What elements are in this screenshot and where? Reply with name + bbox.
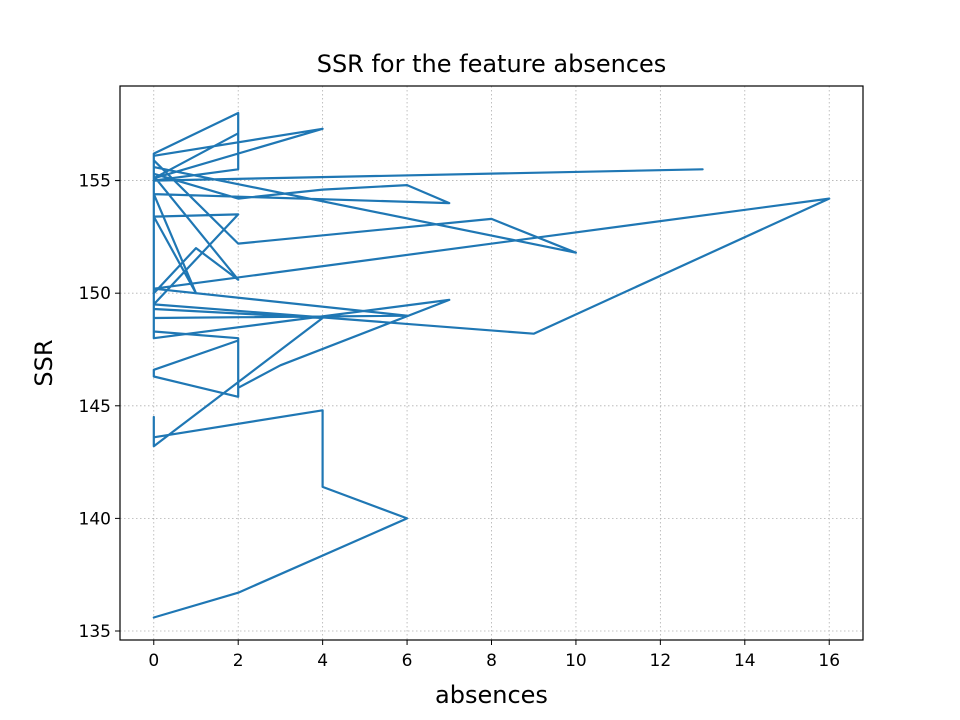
x-tick-label: 0 — [148, 651, 159, 671]
y-tick-label: 140 — [79, 509, 111, 529]
x-tick-label: 12 — [650, 651, 672, 671]
x-tick-label: 4 — [317, 651, 328, 671]
x-axis-label: absences — [435, 681, 548, 709]
y-tick-label: 150 — [79, 284, 111, 304]
x-tick-label: 16 — [818, 651, 840, 671]
y-tick-label: 135 — [79, 622, 111, 642]
x-axis: 0 2 4 6 8 10 12 14 16 — [148, 640, 840, 671]
x-tick-label: 14 — [734, 651, 756, 671]
y-tick-label: 155 — [79, 172, 111, 192]
y-axis: 135 140 145 150 155 — [79, 172, 120, 642]
series-group — [152, 111, 831, 619]
x-tick-label: 10 — [565, 651, 587, 671]
x-tick-label: 8 — [486, 651, 497, 671]
y-axis-label: SSR — [30, 339, 58, 386]
chart-title: SSR for the feature absences — [317, 50, 667, 78]
series-line — [152, 111, 831, 619]
x-tick-label: 6 — [402, 651, 413, 671]
y-tick-label: 145 — [79, 397, 111, 417]
x-tick-label: 2 — [233, 651, 244, 671]
